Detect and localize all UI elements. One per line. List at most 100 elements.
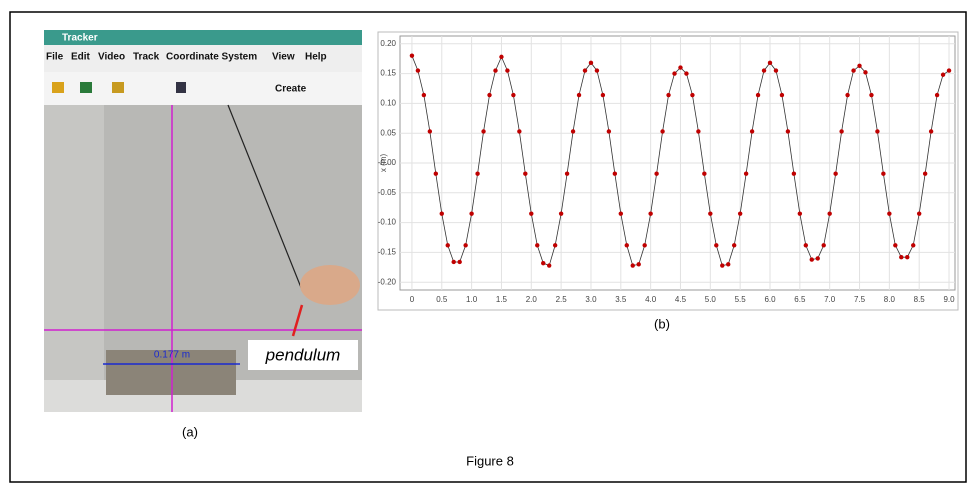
label-box: [248, 340, 358, 370]
data-point: [857, 63, 862, 69]
data-point: [666, 92, 671, 98]
data-point: [624, 243, 629, 248]
x-tick-label: 4.0: [645, 295, 657, 304]
data-point: [905, 255, 910, 260]
data-point: [469, 211, 474, 216]
toolbar: [44, 72, 362, 105]
data-point: [821, 243, 826, 248]
data-point: [839, 129, 844, 134]
data-point: [934, 92, 940, 98]
y-tick-label: -0.10: [378, 218, 397, 227]
data-point: [433, 171, 439, 176]
data-point: [779, 92, 785, 98]
menu-item[interactable]: Track: [133, 52, 160, 63]
data-point: [940, 72, 946, 77]
data-point: [916, 211, 922, 216]
data-point: [463, 243, 468, 248]
app-title: Tracker: [62, 33, 98, 44]
data-point: [851, 68, 856, 73]
y-tick-label: 0.20: [380, 39, 396, 48]
menu-item[interactable]: File: [46, 52, 64, 63]
data-point: [875, 129, 880, 134]
data-point: [535, 243, 540, 248]
y-tick-label: -0.05: [378, 188, 397, 197]
menu-item[interactable]: Help: [305, 52, 327, 63]
data-point: [618, 211, 624, 216]
caption-a: (a): [182, 424, 198, 439]
toolbar-icon[interactable]: [112, 82, 124, 93]
data-point: [541, 260, 546, 266]
data-point: [582, 68, 588, 73]
data-point: [714, 243, 719, 248]
toolbar-icon[interactable]: [52, 82, 64, 93]
menu-item[interactable]: Edit: [71, 52, 91, 63]
data-point: [911, 243, 916, 248]
x-tick-label: 8.5: [914, 295, 926, 304]
data-point: [708, 211, 713, 216]
data-point: [421, 92, 427, 98]
toolbar-icon[interactable]: [176, 82, 186, 93]
x-tick-label: 7.5: [854, 295, 866, 304]
y-tick-label: -0.00: [378, 158, 397, 167]
x-tick-label: 1.0: [466, 295, 478, 304]
toolbar-icon[interactable]: [80, 82, 92, 93]
menu-item[interactable]: Coordinate System: [166, 52, 257, 63]
data-point: [600, 92, 606, 98]
data-point: [809, 257, 814, 262]
figure-caption: Figure 8: [466, 453, 514, 468]
x-tick-label: 6.5: [794, 295, 806, 304]
data-point: [457, 259, 462, 265]
y-tick-label: 0.05: [380, 128, 396, 137]
data-point: [499, 54, 504, 60]
data-point: [475, 171, 480, 176]
data-point: [696, 129, 701, 134]
data-point: [588, 60, 594, 66]
data-point: [755, 92, 761, 98]
data-point: [493, 68, 498, 73]
x-tick-label: 5.5: [735, 295, 747, 304]
data-point: [672, 71, 677, 76]
x-tick-label: 4.5: [675, 295, 687, 304]
x-tick-label: 0.5: [436, 295, 448, 304]
data-point: [749, 129, 755, 134]
data-point: [487, 92, 492, 98]
data-point: [803, 243, 809, 248]
data-point: [648, 211, 653, 216]
data-point: [481, 129, 486, 134]
data-point: [523, 171, 528, 176]
create-button[interactable]: Create: [275, 84, 307, 95]
menu-item[interactable]: Video: [98, 52, 125, 63]
x-tick-label: 8.0: [884, 295, 896, 304]
data-point: [737, 211, 743, 216]
x-tick-label: 3.5: [615, 295, 627, 304]
data-point: [797, 211, 803, 216]
data-point: [678, 65, 683, 70]
x-tick-label: 3.0: [585, 295, 597, 304]
x-tick-label: 1.5: [496, 295, 508, 304]
data-point: [731, 243, 737, 248]
data-point: [833, 171, 838, 176]
data-point: [439, 211, 444, 216]
data-point: [761, 68, 767, 73]
measurement: 0.177 m: [154, 350, 190, 361]
caption-b: (b): [654, 316, 670, 331]
data-point: [773, 68, 779, 73]
annotation: pendulum: [265, 345, 341, 364]
data-point: [445, 243, 450, 248]
data-point: [451, 259, 456, 265]
data-point: [928, 129, 934, 134]
data-point: [546, 263, 552, 268]
data-point: [564, 171, 570, 176]
x-tick-label: 7.0: [824, 295, 836, 304]
data-point: [642, 243, 647, 248]
data-point: [720, 263, 725, 268]
menu-item[interactable]: View: [272, 52, 295, 63]
data-point: [558, 211, 564, 216]
data-point: [702, 171, 707, 176]
data-point: [612, 171, 618, 176]
data-point: [576, 92, 582, 98]
data-point: [743, 171, 749, 176]
data-point: [594, 68, 600, 73]
x-tick-label: 6.0: [764, 295, 776, 304]
data-point: [660, 129, 665, 134]
